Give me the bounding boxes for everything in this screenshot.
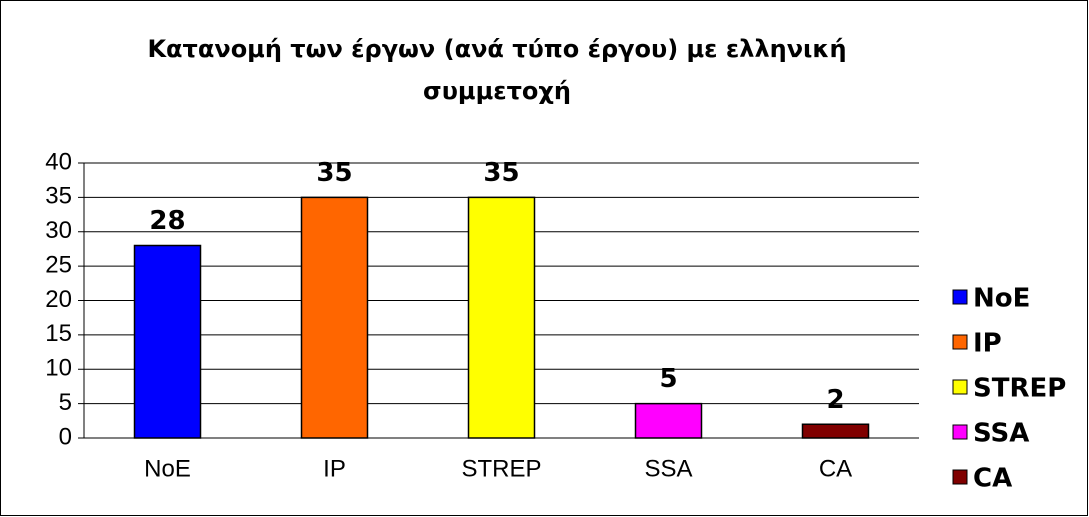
legend-label: STREP: [973, 374, 1066, 404]
x-tick-label: SSA: [644, 455, 692, 482]
bar: [300, 196, 369, 439]
legend-swatch: [952, 289, 968, 305]
y-tick-label: 40: [45, 148, 72, 175]
y-tick-label: 20: [45, 286, 72, 313]
x-tick-label: IP: [323, 455, 346, 482]
y-tick-label: 5: [59, 389, 72, 416]
bar: [467, 196, 536, 439]
y-tick-label: 10: [45, 355, 72, 382]
x-tick-label: STREP: [461, 455, 541, 482]
legend-swatch: [952, 424, 968, 440]
data-label: 28: [149, 206, 185, 236]
y-tick-label: 25: [45, 251, 72, 278]
legend-label: NoE: [973, 284, 1030, 314]
legend-label: IP: [973, 329, 1002, 359]
bar: [634, 402, 703, 439]
chart-title: Κατανομή των έργων (ανά τύπο έργου) με ε…: [147, 35, 847, 105]
data-label: 2: [826, 385, 844, 415]
y-tick-label: 15: [45, 320, 72, 347]
legend-swatch: [952, 334, 968, 350]
data-label: 35: [316, 158, 352, 188]
bar: [801, 423, 870, 439]
y-tick-label: 35: [45, 183, 72, 210]
data-label: 5: [659, 364, 677, 394]
legend-swatch: [952, 469, 968, 485]
data-label: 35: [483, 158, 519, 188]
y-tick-label: 30: [45, 217, 72, 244]
x-tick-label: CA: [819, 455, 852, 482]
legend-label: CA: [973, 464, 1012, 494]
legend-swatch: [952, 379, 968, 395]
x-tick-label: NoE: [144, 455, 191, 482]
y-tick-label: 0: [59, 423, 72, 450]
legend-label: SSA: [973, 419, 1029, 449]
bar: [133, 244, 202, 439]
